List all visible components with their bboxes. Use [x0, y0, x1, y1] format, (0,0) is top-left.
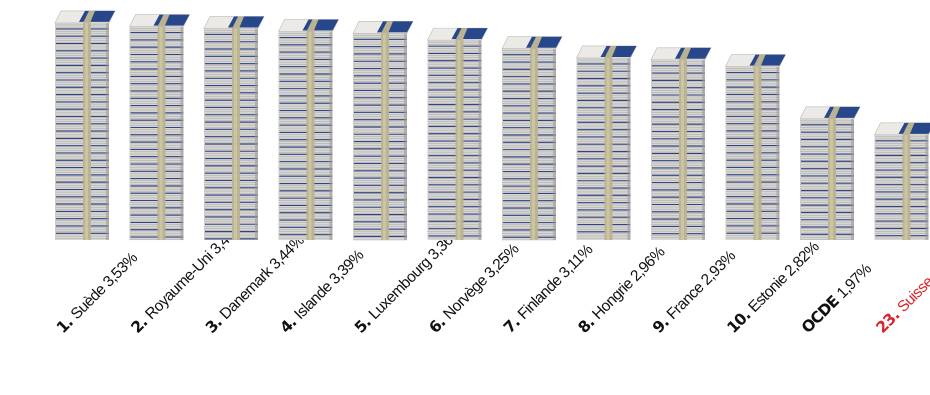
stack-band-highlight [85, 22, 88, 241]
stack-top-band [455, 28, 468, 41]
stack-side-shade [180, 26, 184, 240]
bar-label-country: Hongrie [589, 273, 639, 323]
stack-band-highlight [606, 57, 610, 241]
bar-label-value: 3,25% [481, 240, 523, 282]
stack-sheet-lines [874, 136, 929, 239]
bar-stack [576, 45, 637, 241]
stack-note-edges [279, 36, 333, 236]
stack-sheet-lines [129, 28, 184, 241]
stack-top-band [232, 16, 244, 29]
bar-label-value: 2,82% [781, 238, 823, 280]
stack-front [427, 40, 482, 240]
bar-label-country: Finlande [515, 270, 568, 323]
bar-label-country: Estonie [745, 268, 793, 316]
stack-top-band [83, 10, 95, 23]
bar-stack [54, 10, 116, 241]
bar-label: 23. Suisse 1,71% [873, 241, 930, 337]
stack-front [278, 31, 333, 240]
stack-front [204, 28, 258, 240]
stack-band-highlight [755, 66, 759, 240]
stack-side-shade [329, 31, 333, 240]
stack-band-highlight [159, 26, 163, 240]
stack-sheet-lines [204, 30, 258, 240]
stack-band-highlight [830, 118, 833, 240]
bar-stack [874, 122, 930, 240]
bar-stack [650, 47, 712, 241]
bar-label-value: 3,53% [100, 249, 142, 291]
stack-note-edges [205, 33, 258, 240]
stack-side-shade [776, 66, 780, 240]
bar-label-rank: OCDE [798, 289, 846, 337]
bar-label-country: Royaume-Uni [142, 246, 219, 323]
bar-label-value: 2,93% [698, 247, 740, 289]
bar-label-country: Suisse [894, 271, 930, 316]
stack-side-shade [627, 57, 631, 241]
bar-stack [278, 19, 339, 240]
stack-side-shade [106, 22, 109, 241]
bar-label-value: 1,97% [834, 260, 876, 302]
stack-top-band [679, 47, 691, 60]
stack-note-edges [801, 124, 854, 235]
stack-sheet-lines [576, 59, 631, 239]
stack-note-edges [503, 54, 556, 238]
stack-note-edges [354, 38, 407, 238]
stack-top-band [530, 36, 542, 49]
stack-top-band [157, 14, 170, 27]
bar-label-country: Danemark [217, 261, 279, 323]
stack-sheet-lines [502, 50, 556, 241]
bar-label-country: Islande [291, 276, 338, 323]
stack-side-shade [255, 28, 258, 240]
bar-label-value: 3,11% [556, 241, 597, 282]
bar-label-country: France [664, 277, 710, 323]
stack-side-shade [478, 40, 482, 240]
bar-stack [427, 27, 488, 240]
stack-note-edges [428, 45, 482, 237]
bar-stack [203, 16, 265, 240]
bar-stack [352, 21, 414, 241]
stack-side-shade [404, 33, 407, 240]
bar-label-country: Norvège [440, 270, 493, 323]
stack-top-band [306, 19, 319, 32]
stack-side-shade [702, 59, 705, 241]
bar-stack [501, 36, 563, 241]
bar-label: OCDE 1,97% [798, 260, 875, 337]
stack-band-highlight [532, 48, 535, 240]
bar-stack [129, 14, 190, 241]
stack-band-highlight [457, 40, 461, 240]
stack-band-highlight [308, 31, 312, 240]
stack-side-shade [851, 118, 854, 240]
bar-stack [725, 54, 786, 240]
stack-band-highlight [234, 28, 237, 240]
stack-note-edges [652, 65, 705, 235]
stack-front [576, 57, 631, 241]
stack-top-band [828, 106, 840, 119]
bar-label-value: 3,39% [326, 246, 368, 288]
bar-label-value: 2,96% [627, 243, 669, 285]
stack-sheet-lines [800, 120, 854, 240]
stack-note-edges [130, 32, 184, 238]
stack-note-edges [875, 140, 929, 237]
stack-top-band [753, 54, 766, 67]
stack-band-highlight [383, 33, 386, 240]
bar-label-country: Luxembourg [366, 252, 437, 323]
stack-band-highlight [681, 59, 684, 241]
stack-note-edges [726, 72, 780, 234]
stack-top-band [381, 21, 393, 34]
stack-band-highlight [904, 134, 908, 240]
stack-side-shade [553, 48, 556, 240]
stack-top-band [902, 122, 915, 135]
stack-top-band [604, 45, 617, 58]
stack-side-shade [925, 134, 929, 240]
bar-stack [799, 106, 861, 240]
stack-note-edges [577, 63, 631, 233]
stack-note-edges [56, 28, 109, 234]
